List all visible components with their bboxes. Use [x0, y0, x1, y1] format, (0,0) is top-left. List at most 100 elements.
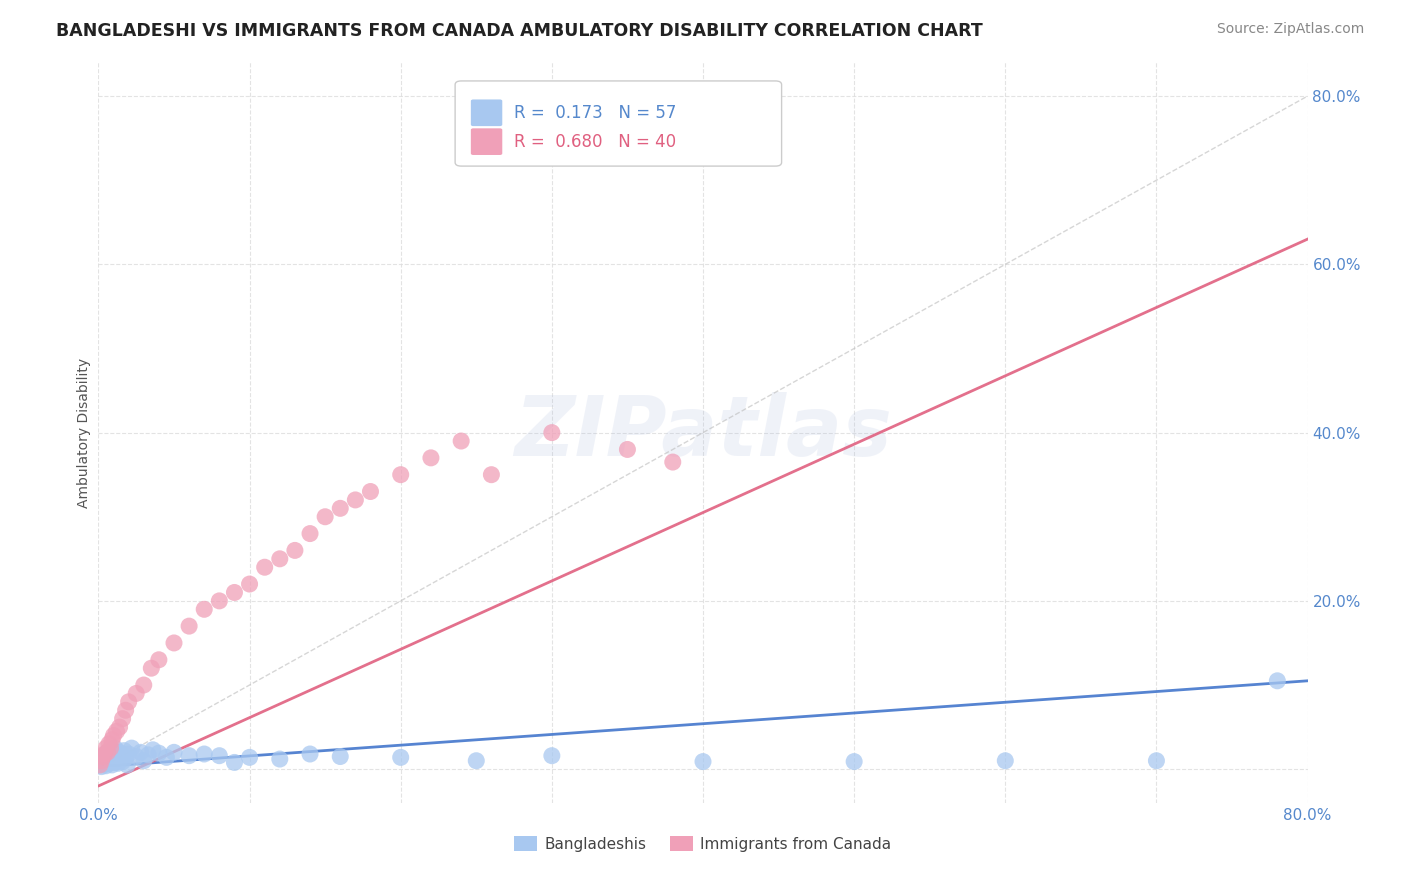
Point: [98, 756, 121, 771]
Point: [89, 758, 111, 772]
Point: [269, 752, 291, 766]
Point: [141, 661, 163, 675]
Point: [94, 741, 117, 756]
Point: [844, 755, 866, 769]
Point: [132, 754, 155, 768]
Point: [540, 425, 562, 440]
Point: [360, 484, 382, 499]
Point: [224, 756, 246, 770]
Point: [465, 754, 488, 768]
Point: [105, 724, 128, 739]
Point: [329, 749, 352, 764]
FancyBboxPatch shape: [471, 128, 502, 155]
Point: [344, 492, 367, 507]
Point: [253, 560, 276, 574]
Point: [692, 755, 714, 769]
Point: [224, 585, 246, 599]
Point: [193, 602, 215, 616]
Point: [115, 758, 138, 772]
Point: [420, 450, 443, 465]
Point: [540, 748, 562, 763]
Point: [132, 678, 155, 692]
Point: [389, 750, 412, 764]
Point: [89, 758, 111, 772]
Point: [163, 636, 186, 650]
Point: [90, 754, 112, 768]
Point: [125, 749, 148, 764]
Point: [129, 745, 152, 759]
Point: [107, 756, 129, 771]
Point: [93, 757, 115, 772]
Point: [142, 743, 165, 757]
Point: [98, 749, 121, 764]
Point: [94, 747, 117, 761]
Point: [179, 748, 201, 763]
Point: [994, 754, 1017, 768]
Point: [163, 745, 186, 759]
Point: [208, 748, 231, 763]
Point: [112, 744, 135, 758]
Point: [110, 748, 132, 763]
Point: [96, 755, 118, 769]
Point: [125, 686, 148, 700]
Point: [98, 737, 121, 751]
Point: [450, 434, 472, 448]
Point: [90, 759, 112, 773]
Point: [1144, 754, 1167, 768]
Point: [91, 756, 114, 770]
Text: BANGLADESHI VS IMMIGRANTS FROM CANADA AMBULATORY DISABILITY CORRELATION CHART: BANGLADESHI VS IMMIGRANTS FROM CANADA AM…: [56, 22, 983, 40]
Point: [103, 729, 125, 743]
Point: [111, 755, 134, 769]
Point: [616, 442, 638, 457]
Point: [104, 741, 127, 756]
Point: [100, 752, 122, 766]
Point: [105, 746, 128, 760]
Point: [136, 747, 159, 762]
Point: [389, 467, 412, 482]
Text: ZIPatlas: ZIPatlas: [515, 392, 891, 473]
Point: [193, 747, 215, 761]
Point: [299, 747, 322, 761]
Point: [111, 712, 134, 726]
Point: [179, 619, 201, 633]
Point: [208, 594, 231, 608]
Point: [118, 747, 141, 761]
Point: [239, 750, 262, 764]
Point: [481, 467, 503, 482]
Point: [118, 695, 141, 709]
Point: [314, 509, 336, 524]
Point: [93, 752, 115, 766]
Point: [91, 749, 114, 764]
Legend: Bangladeshis, Immigrants from Canada: Bangladeshis, Immigrants from Canada: [509, 830, 897, 858]
Point: [239, 577, 262, 591]
Point: [284, 543, 307, 558]
Point: [114, 751, 136, 765]
Point: [299, 526, 322, 541]
Point: [1267, 673, 1289, 688]
Point: [93, 747, 115, 761]
Text: R =  0.680   N = 40: R = 0.680 N = 40: [515, 133, 676, 151]
Point: [90, 754, 112, 768]
Point: [100, 741, 122, 756]
Point: [148, 653, 170, 667]
Point: [101, 744, 124, 758]
Point: [101, 732, 124, 747]
Point: [114, 703, 136, 717]
Point: [661, 455, 683, 469]
FancyBboxPatch shape: [471, 99, 502, 126]
Point: [104, 756, 127, 770]
Y-axis label: Ambulatory Disability: Ambulatory Disability: [77, 358, 91, 508]
Point: [155, 750, 177, 764]
Point: [107, 750, 129, 764]
Point: [103, 748, 125, 763]
Point: [269, 551, 291, 566]
Text: R =  0.173   N = 57: R = 0.173 N = 57: [515, 103, 676, 122]
Point: [91, 749, 114, 764]
Point: [100, 747, 122, 761]
Point: [105, 752, 128, 766]
Text: Source: ZipAtlas.com: Source: ZipAtlas.com: [1216, 22, 1364, 37]
Point: [96, 745, 118, 759]
Point: [148, 746, 170, 760]
Point: [329, 501, 352, 516]
Point: [96, 745, 118, 759]
